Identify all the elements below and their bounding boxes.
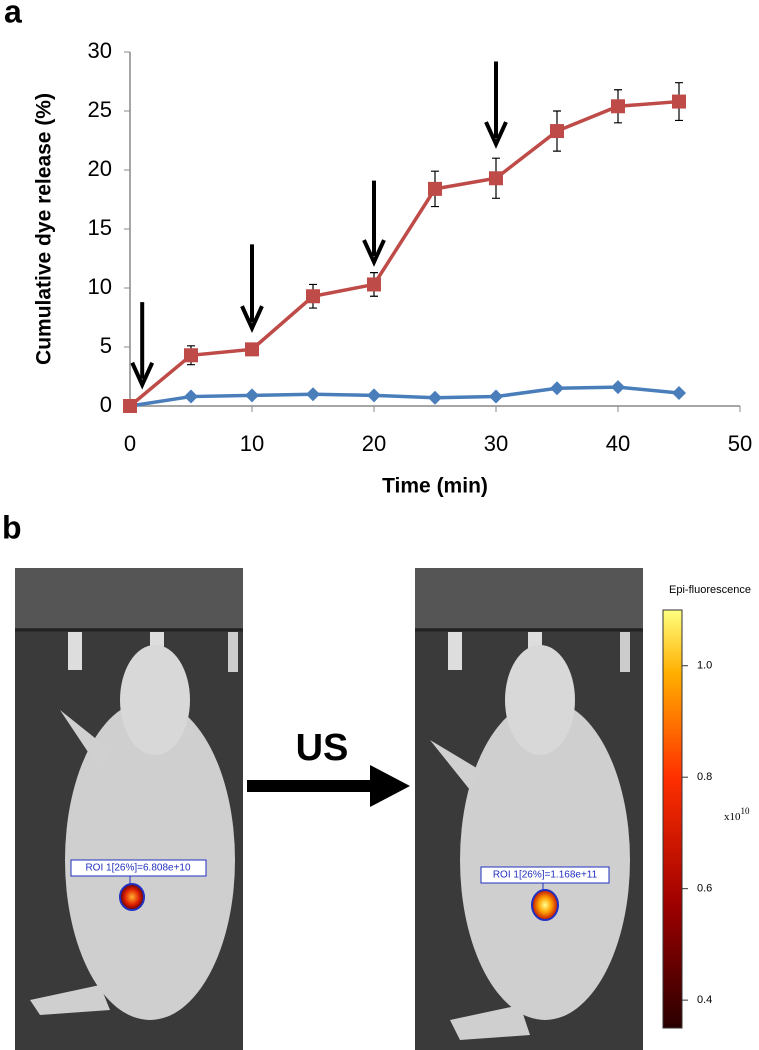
colorbar-title: Epi-fluorescence (669, 584, 751, 596)
marker (184, 389, 198, 404)
marker (672, 386, 686, 401)
y-tick-label: 5 (100, 333, 112, 358)
roi-label: ROI 1[26%]=1.168e+11 (493, 870, 598, 881)
marker (367, 277, 381, 292)
colorbar-tick-label: 0.4 (697, 994, 712, 1006)
marker (184, 348, 198, 363)
mouse-image-right: ROI 1[26%]=1.168e+11 (415, 568, 643, 1050)
colorbar-exponent: 10 (741, 806, 751, 816)
marker (123, 399, 137, 413)
x-tick-label: 30 (484, 431, 508, 456)
arrow-head (240, 305, 264, 333)
colorbar-unit-base: x10 (724, 811, 741, 823)
marker (611, 380, 625, 395)
marker (428, 181, 442, 196)
y-tick-label: 0 (100, 392, 112, 417)
arrow-head (484, 121, 508, 149)
panel-label: a (4, 0, 22, 29)
marker (306, 289, 320, 304)
marker (367, 388, 381, 403)
x-axis-title: Time (min) (382, 475, 488, 498)
colorbar-tick-label: 1.0 (697, 660, 712, 672)
y-tick-label: 30 (88, 38, 112, 63)
x-tick-label: 0 (124, 431, 136, 456)
us-arrow (247, 765, 410, 807)
colorbar (662, 609, 683, 1029)
marker (611, 99, 625, 114)
marker (245, 388, 259, 403)
series-line (129, 385, 680, 408)
y-tick-label: 25 (88, 97, 112, 122)
roi-label: ROI 1[26%]=6.808e+10 (85, 863, 191, 874)
y-tick-label: 10 (88, 274, 112, 299)
series-line (128, 99, 680, 408)
colorbar-tick-label: 0.6 (697, 883, 712, 895)
marker (672, 94, 686, 109)
marker (306, 387, 320, 402)
marker (489, 171, 503, 186)
arrow-head (130, 361, 155, 390)
x-tick-label: 50 (728, 431, 752, 456)
arrow-head (362, 239, 386, 267)
marker (489, 389, 503, 404)
mouse-image-left: ROI 1[26%]=6.808e+10 (15, 568, 243, 1050)
us-label: US (296, 727, 349, 769)
y-axis-title: Cumulative dye release (%) (33, 93, 56, 365)
x-tick-label: 40 (606, 431, 630, 456)
colorbar-unit: x1010 (724, 806, 750, 822)
x-tick-label: 20 (362, 431, 386, 456)
x-tick-label: 10 (240, 431, 264, 456)
panel-label: b (2, 509, 22, 545)
y-tick-label: 20 (88, 156, 112, 181)
colorbar-ticks: 1.0 0.8 0.6 0.4 (682, 660, 712, 1006)
colorbar-tick-label: 0.8 (697, 771, 712, 783)
marker (428, 390, 442, 405)
chart: 0 5 10 15 20 25 30 0 10 20 30 40 50 Time (min) Cumulat… (33, 38, 753, 498)
marker (245, 342, 259, 357)
y-tick-label: 15 (88, 215, 112, 240)
marker (550, 381, 564, 396)
marker (550, 124, 564, 139)
